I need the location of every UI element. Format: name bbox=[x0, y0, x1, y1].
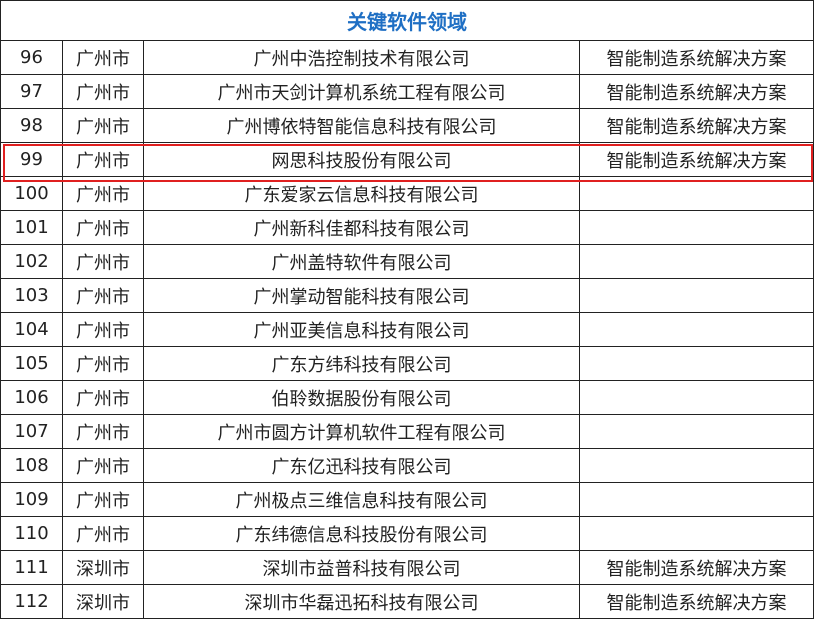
table-row: 112 深圳市 深圳市华磊迅拓科技有限公司 智能制造系统解决方案 bbox=[0, 584, 814, 619]
company-name: 广州极点三维信息科技有限公司 bbox=[143, 482, 580, 517]
field bbox=[579, 414, 814, 449]
table-row: 105 广州市 广东方纬科技有限公司 bbox=[0, 346, 814, 381]
city: 广州市 bbox=[62, 210, 144, 245]
company-name: 广州市圆方计算机软件工程有限公司 bbox=[143, 414, 580, 449]
city: 广州市 bbox=[62, 74, 144, 109]
table-row: 108 广州市 广东亿迅科技有限公司 bbox=[0, 448, 814, 483]
row-number: 107 bbox=[0, 414, 63, 449]
row-number: 106 bbox=[0, 380, 63, 415]
city: 广州市 bbox=[62, 414, 144, 449]
table-title: 关键软件领域 bbox=[0, 0, 814, 41]
table-row: 104 广州市 广州亚美信息科技有限公司 bbox=[0, 312, 814, 347]
field: 智能制造系统解决方案 bbox=[579, 108, 814, 143]
company-name: 广州新科佳都科技有限公司 bbox=[143, 210, 580, 245]
row-number: 101 bbox=[0, 210, 63, 245]
company-name: 广州掌动智能科技有限公司 bbox=[143, 278, 580, 313]
row-number: 105 bbox=[0, 346, 63, 381]
row-number: 110 bbox=[0, 516, 63, 551]
city: 广州市 bbox=[62, 176, 144, 211]
field bbox=[579, 312, 814, 347]
field bbox=[579, 346, 814, 381]
table-row: 100 广州市 广东爱家云信息科技有限公司 bbox=[0, 176, 814, 211]
company-name: 广州盖特软件有限公司 bbox=[143, 244, 580, 279]
table-row: 110 广州市 广东纬德信息科技股份有限公司 bbox=[0, 516, 814, 551]
row-number: 103 bbox=[0, 278, 63, 313]
city: 广州市 bbox=[62, 278, 144, 313]
city: 广州市 bbox=[62, 244, 144, 279]
table-row: 102 广州市 广州盖特软件有限公司 bbox=[0, 244, 814, 279]
table-row: 101 广州市 广州新科佳都科技有限公司 bbox=[0, 210, 814, 245]
company-name: 广东纬德信息科技股份有限公司 bbox=[143, 516, 580, 551]
header-row: 关键软件领域 bbox=[0, 0, 814, 41]
field bbox=[579, 482, 814, 517]
table-row: 99 广州市 网思科技股份有限公司 智能制造系统解决方案 bbox=[0, 142, 814, 177]
table-row: 98 广州市 广州博依特智能信息科技有限公司 智能制造系统解决方案 bbox=[0, 108, 814, 143]
row-number: 97 bbox=[0, 74, 63, 109]
table-row: 109 广州市 广州极点三维信息科技有限公司 bbox=[0, 482, 814, 517]
row-number: 102 bbox=[0, 244, 63, 279]
table-row: 103 广州市 广州掌动智能科技有限公司 bbox=[0, 278, 814, 313]
city: 广州市 bbox=[62, 380, 144, 415]
field bbox=[579, 176, 814, 211]
field: 智能制造系统解决方案 bbox=[579, 40, 814, 75]
row-number: 98 bbox=[0, 108, 63, 143]
city: 广州市 bbox=[62, 482, 144, 517]
company-name: 广州中浩控制技术有限公司 bbox=[143, 40, 580, 75]
company-name: 网思科技股份有限公司 bbox=[143, 142, 580, 177]
field bbox=[579, 516, 814, 551]
company-name: 深圳市益普科技有限公司 bbox=[143, 550, 580, 585]
company-name: 广东方纬科技有限公司 bbox=[143, 346, 580, 381]
company-name: 广州博依特智能信息科技有限公司 bbox=[143, 108, 580, 143]
field: 智能制造系统解决方案 bbox=[579, 584, 814, 619]
city: 深圳市 bbox=[62, 550, 144, 585]
company-name: 广州市天剑计算机系统工程有限公司 bbox=[143, 74, 580, 109]
table-row: 111 深圳市 深圳市益普科技有限公司 智能制造系统解决方案 bbox=[0, 550, 814, 585]
field bbox=[579, 244, 814, 279]
row-number: 109 bbox=[0, 482, 63, 517]
table-row: 96 广州市 广州中浩控制技术有限公司 智能制造系统解决方案 bbox=[0, 40, 814, 75]
row-number: 108 bbox=[0, 448, 63, 483]
company-name: 广州亚美信息科技有限公司 bbox=[143, 312, 580, 347]
table-row: 107 广州市 广州市圆方计算机软件工程有限公司 bbox=[0, 414, 814, 449]
field: 智能制造系统解决方案 bbox=[579, 550, 814, 585]
row-number: 104 bbox=[0, 312, 63, 347]
company-name: 伯聆数据股份有限公司 bbox=[143, 380, 580, 415]
field: 智能制造系统解决方案 bbox=[579, 74, 814, 109]
field bbox=[579, 210, 814, 245]
row-number: 112 bbox=[0, 584, 63, 619]
city: 广州市 bbox=[62, 312, 144, 347]
city: 深圳市 bbox=[62, 584, 144, 619]
city: 广州市 bbox=[62, 108, 144, 143]
company-name: 广东爱家云信息科技有限公司 bbox=[143, 176, 580, 211]
row-number: 96 bbox=[0, 40, 63, 75]
city: 广州市 bbox=[62, 516, 144, 551]
city: 广州市 bbox=[62, 142, 144, 177]
table-row: 97 广州市 广州市天剑计算机系统工程有限公司 智能制造系统解决方案 bbox=[0, 74, 814, 109]
field bbox=[579, 380, 814, 415]
company-name: 广东亿迅科技有限公司 bbox=[143, 448, 580, 483]
city: 广州市 bbox=[62, 448, 144, 483]
company-name: 深圳市华磊迅拓科技有限公司 bbox=[143, 584, 580, 619]
field bbox=[579, 448, 814, 483]
city: 广州市 bbox=[62, 346, 144, 381]
field bbox=[579, 278, 814, 313]
table-row: 106 广州市 伯聆数据股份有限公司 bbox=[0, 380, 814, 415]
field: 智能制造系统解决方案 bbox=[579, 142, 814, 177]
row-number: 100 bbox=[0, 176, 63, 211]
row-number: 111 bbox=[0, 550, 63, 585]
row-number: 99 bbox=[0, 142, 63, 177]
city: 广州市 bbox=[62, 40, 144, 75]
